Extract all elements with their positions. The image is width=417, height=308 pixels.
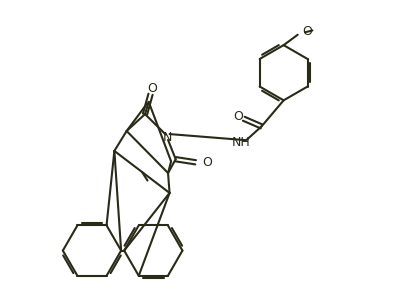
Text: O: O	[202, 156, 212, 169]
Text: NH: NH	[232, 136, 251, 149]
Text: N: N	[162, 131, 172, 144]
Text: O: O	[302, 26, 312, 38]
Text: O: O	[233, 110, 243, 124]
Text: O: O	[147, 82, 157, 95]
